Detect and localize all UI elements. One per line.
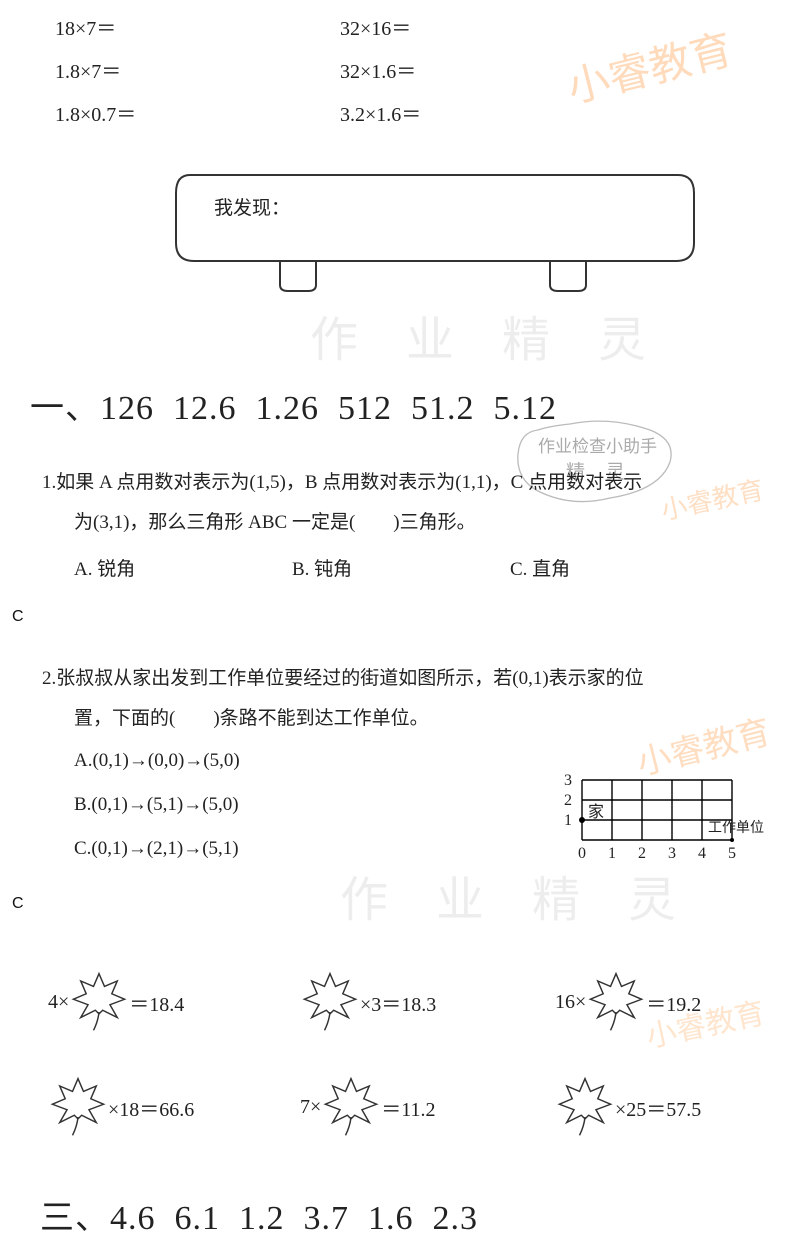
leaf-icon (302, 970, 358, 1034)
answer-value: 1.6 (368, 1200, 414, 1237)
svg-text:1: 1 (564, 812, 572, 829)
svg-text:工作单位: 工作单位 (708, 820, 764, 836)
leaf-suffix: ×3＝18.3 (360, 988, 436, 1017)
leaf-prefix: 4× (48, 991, 69, 1014)
q2-option-b: B.(0,1)→(5,1)→(5,0) (74, 794, 239, 816)
leaf-icon (50, 1075, 106, 1139)
grid-figure: 3 2 1 0 1 2 3 4 5 家 工作单位 (560, 770, 770, 885)
answers-prefix: 一、 (30, 390, 100, 427)
q2-line2: 置，下面的( )条路不能到达工作单位。 (74, 700, 774, 738)
svg-text:5: 5 (728, 845, 736, 862)
answer-value: 51.2 (411, 390, 475, 427)
answer-value: 512 (338, 390, 392, 427)
leaf-icon (588, 970, 644, 1034)
equation: 1.8×0.7＝ (55, 98, 136, 127)
stamp-line1: 作业检查小助手 (538, 437, 657, 456)
leaf-equation: ×18＝66.6 (48, 1075, 194, 1139)
q1-line2: 为(3,1)，那么三角形 ABC 一定是( )三角形。 (74, 504, 774, 542)
leaf-icon (323, 1075, 379, 1139)
answer-value: 1.26 (256, 390, 320, 427)
leaf-suffix: ×18＝66.6 (108, 1093, 194, 1122)
equation: 18×7＝ (55, 12, 116, 41)
svg-text:2: 2 (638, 845, 646, 862)
equation: 3.2×1.6＝ (340, 98, 421, 127)
q1-option-b: B. 钝角 (292, 554, 352, 581)
leaf-equation: 4× ＝18.4 (48, 970, 184, 1034)
svg-text:家: 家 (588, 803, 604, 821)
leaf-equation: 16× ＝19.2 (555, 970, 701, 1034)
leaf-suffix: ＝19.2 (646, 988, 701, 1017)
leaf-prefix: 7× (300, 1096, 321, 1119)
leaf-suffix: ＝11.2 (381, 1093, 435, 1122)
leaf-suffix: ×25＝57.5 (615, 1093, 701, 1122)
q2-line1: 2.张叔叔从家出发到工作单位要经过的街道如图所示，若(0,1)表示家的位 (42, 660, 762, 698)
answers-section-3: 三、4.6 6.1 1.2 3.7 1.6 2.3 (40, 1190, 478, 1239)
leaf-icon (71, 970, 127, 1034)
leaf-equation: ×3＝18.3 (300, 970, 436, 1034)
answer-value: 4.6 (110, 1200, 156, 1237)
svg-text:4: 4 (698, 845, 706, 862)
equation: 1.8×7＝ (55, 55, 121, 84)
q2-option-a: A.(0,1)→(0,0)→(5,0) (74, 750, 240, 772)
equation: 32×1.6＝ (340, 55, 416, 84)
q2-answer: C (12, 895, 24, 913)
answer-value: 126 (100, 390, 154, 427)
svg-text:3: 3 (564, 772, 572, 789)
q1-option-a: A. 锐角 (74, 554, 135, 581)
answers-prefix: 三、 (40, 1200, 110, 1237)
bench-figure: 我发现： (170, 165, 700, 310)
answer-value: 6.1 (175, 1200, 221, 1237)
q1-line1: 1.如果 A 点用数对表示为(1,5)，B 点用数对表示为(1,1)，C 点用数… (42, 464, 762, 502)
leaf-icon (557, 1075, 613, 1139)
bench-label: 我发现： (214, 193, 290, 220)
watermark-center: 作 业 精 灵 (310, 300, 664, 370)
leaf-suffix: ＝18.4 (129, 988, 184, 1017)
leaf-prefix: 16× (555, 991, 586, 1014)
q1-answer: C (12, 608, 24, 626)
svg-text:3: 3 (668, 845, 676, 862)
leaf-equation: ×25＝57.5 (555, 1075, 701, 1139)
q1-option-c: C. 直角 (510, 554, 570, 581)
answers-section-1: 一、126 12.6 1.26 512 51.2 5.12 (30, 380, 557, 429)
answer-value: 3.7 (304, 1200, 350, 1237)
watermark-brand: 小睿教育 (560, 16, 738, 116)
svg-text:1: 1 (608, 845, 616, 862)
equation: 32×16＝ (340, 12, 411, 41)
svg-text:0: 0 (578, 845, 586, 862)
answer-value: 1.2 (239, 1200, 285, 1237)
answer-value: 2.3 (433, 1200, 479, 1237)
svg-text:2: 2 (564, 792, 572, 809)
answer-value: 12.6 (173, 390, 237, 427)
q2-option-c: C.(0,1)→(2,1)→(5,1) (74, 838, 239, 860)
leaf-equation: 7× ＝11.2 (300, 1075, 436, 1139)
